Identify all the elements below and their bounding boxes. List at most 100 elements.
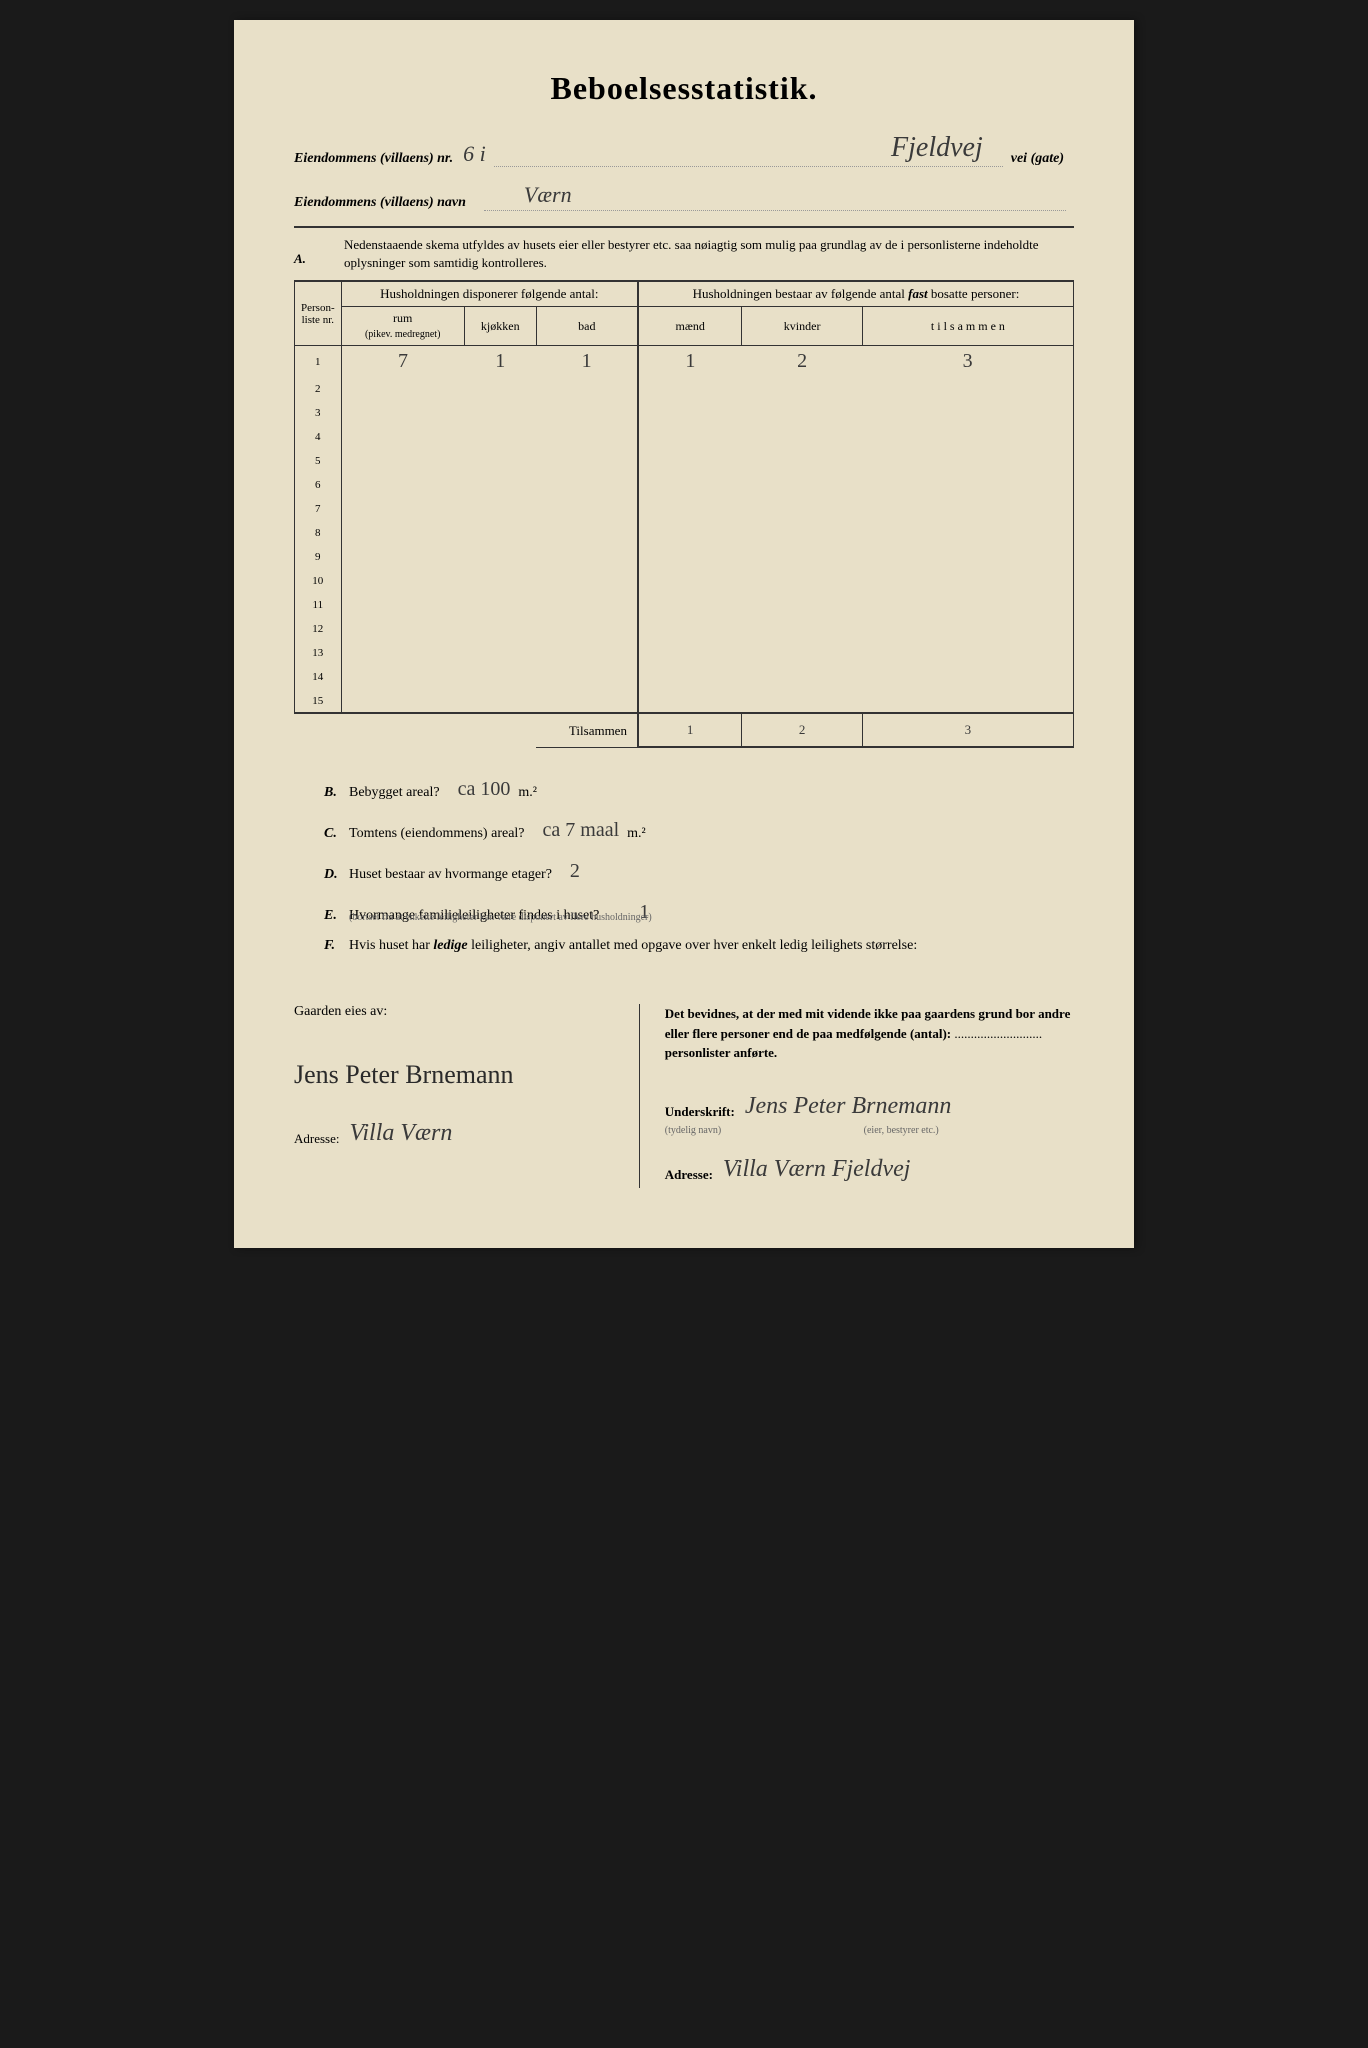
row-kvinder: [742, 545, 862, 569]
owner-section: Gaarden eies av: Jens Peter Brnemann Adr…: [294, 1004, 609, 1188]
table-row: 1 7 1 1 1 2 3: [295, 346, 1074, 378]
table-row: 10: [295, 569, 1074, 593]
row-bad: [536, 449, 638, 473]
row-kjokken: [464, 545, 536, 569]
row-tilsammen: [862, 569, 1073, 593]
property-nr-label: Eiendommens (villaens) nr.: [294, 151, 453, 167]
row-maend: [638, 497, 742, 521]
row-nr: 14: [295, 665, 342, 689]
property-number-line: Eiendommens (villaens) nr. 6 i Fjeldvej …: [294, 132, 1074, 167]
row-bad: [536, 497, 638, 521]
question-b: B. Bebygget areal? ca 100 m.²: [324, 778, 1074, 801]
section-a-text: Nedenstaaende skema utfyldes av husets e…: [324, 236, 1074, 272]
row-maend: [638, 425, 742, 449]
row-kjokken: [464, 593, 536, 617]
row-nr: 3: [295, 401, 342, 425]
row-nr: 7: [295, 497, 342, 521]
right-address-line: Adresse: Villa Værn Fjeldvej: [665, 1156, 1074, 1183]
row-rum: [341, 617, 464, 641]
row-nr: 15: [295, 689, 342, 713]
table-row: 5: [295, 449, 1074, 473]
row-kvinder: [742, 689, 862, 713]
row-nr: 11: [295, 593, 342, 617]
row-maend: [638, 449, 742, 473]
property-name-value: Værn: [524, 182, 572, 208]
row-tilsammen: [862, 401, 1073, 425]
signature-line: Underskrift: Jens Peter Brnemann: [665, 1093, 1074, 1120]
bottom-section: Gaarden eies av: Jens Peter Brnemann Adr…: [294, 1004, 1074, 1188]
question-d: D. Huset bestaar av hvormange etager? 2: [324, 860, 1074, 883]
totals-blank2: [341, 713, 464, 747]
question-e-sub: (bortset fra at enkelte leiligheter kan …: [349, 912, 1074, 923]
row-rum: [341, 665, 464, 689]
row-bad: [536, 665, 638, 689]
row-nr: 2: [295, 377, 342, 401]
row-kjokken: [464, 641, 536, 665]
question-f: F. Hvis huset har ledige leiligheter, an…: [324, 938, 1074, 954]
row-tilsammen: [862, 425, 1073, 449]
row-kvinder: 2: [742, 346, 862, 378]
row-tilsammen: [862, 497, 1073, 521]
street-suffix: vei (gate): [1011, 151, 1064, 167]
property-nr-value: 6 i: [463, 141, 486, 167]
row-kjokken: [464, 497, 536, 521]
row-maend: [638, 641, 742, 665]
property-name-line: Eiendommens (villaens) navn Værn: [294, 182, 1074, 211]
row-maend: [638, 689, 742, 713]
table-row: 14: [295, 665, 1074, 689]
row-bad: [536, 689, 638, 713]
col-person: Person-liste nr.: [295, 281, 342, 346]
row-maend: [638, 569, 742, 593]
right-address-value: Villa Værn Fjeldvej: [723, 1156, 911, 1183]
row-bad: [536, 425, 638, 449]
col-kvinder: kvinder: [742, 307, 862, 346]
row-maend: 1: [638, 346, 742, 378]
row-rum: [341, 425, 464, 449]
row-kjokken: [464, 665, 536, 689]
row-tilsammen: 3: [862, 346, 1073, 378]
row-maend: [638, 545, 742, 569]
row-bad: [536, 593, 638, 617]
row-maend: [638, 473, 742, 497]
row-maend: [638, 401, 742, 425]
row-kvinder: [742, 641, 862, 665]
declaration-section: Det bevidnes, at der med mit vidende ikk…: [639, 1004, 1074, 1188]
row-kjokken: 1: [464, 346, 536, 378]
col-bad: bad: [536, 307, 638, 346]
row-bad: [536, 521, 638, 545]
declaration-text: Det bevidnes, at der med mit vidende ikk…: [665, 1004, 1074, 1063]
document-page: Beboelsesstatistik. Eiendommens (villaen…: [234, 20, 1134, 1248]
page-title: Beboelsesstatistik.: [294, 70, 1074, 107]
row-kjokken: [464, 377, 536, 401]
row-kvinder: [742, 401, 862, 425]
table-row: 12: [295, 617, 1074, 641]
row-kvinder: [742, 377, 862, 401]
row-tilsammen: [862, 377, 1073, 401]
row-tilsammen: [862, 593, 1073, 617]
property-name-label: Eiendommens (villaens) navn: [294, 195, 466, 211]
row-kjokken: [464, 449, 536, 473]
row-kvinder: [742, 449, 862, 473]
row-bad: 1: [536, 346, 638, 378]
row-bad: [536, 401, 638, 425]
table-row: 6: [295, 473, 1074, 497]
row-kjokken: [464, 689, 536, 713]
table-row: 11: [295, 593, 1074, 617]
section-a-instructions: A. Nedenstaaende skema utfyldes av huset…: [294, 228, 1074, 280]
row-nr: 12: [295, 617, 342, 641]
name-fill: Værn: [484, 182, 1066, 211]
row-kjokken: [464, 569, 536, 593]
main-table: Person-liste nr. Husholdningen disponere…: [294, 280, 1074, 748]
row-tilsammen: [862, 617, 1073, 641]
row-tilsammen: [862, 521, 1073, 545]
row-kvinder: [742, 665, 862, 689]
row-maend: [638, 617, 742, 641]
table-row: 13: [295, 641, 1074, 665]
row-kvinder: [742, 593, 862, 617]
owner-address: Villa Værn: [350, 1120, 453, 1147]
totals-blank3: [464, 713, 536, 747]
row-kjokken: [464, 473, 536, 497]
row-rum: [341, 401, 464, 425]
row-kjokken: [464, 521, 536, 545]
row-maend: [638, 593, 742, 617]
